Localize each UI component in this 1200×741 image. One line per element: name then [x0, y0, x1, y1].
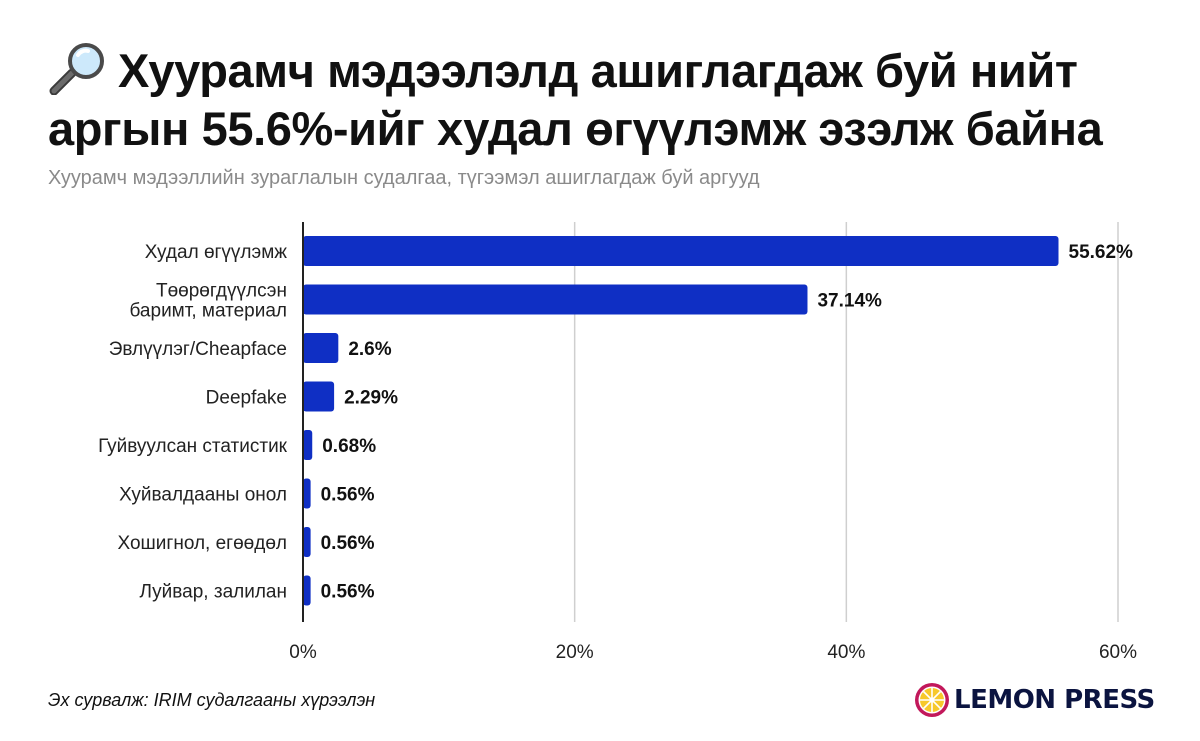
x-tick-label: 0%: [289, 642, 317, 663]
source-note: Эх сурвалж: IRIM судалгааны хүрээлэн: [48, 690, 376, 710]
category-label-line: Хошигнол, егөөдөл: [118, 533, 287, 554]
category-label: Deepfake: [206, 388, 287, 409]
magnifying-glass-icon: [49, 43, 104, 95]
brand-name: LEMON PRESS: [954, 685, 1155, 715]
category-label-line: Худал өгүүлэмж: [145, 242, 287, 263]
x-tick-label: 60%: [1099, 642, 1137, 663]
brand-logo: LEMON PRESS: [914, 680, 1155, 720]
subtitle: Хуурамч мэдээллийн зураглалын судалгаа, …: [48, 167, 760, 189]
category-label-line: Хуйвалдааны онол: [119, 485, 287, 506]
title-line-1: Хуурамч мэдээлэлд ашиглагдаж буй нийт: [48, 42, 1158, 100]
bar: [303, 575, 311, 606]
value-label: 2.29%: [344, 388, 398, 409]
bar: [303, 478, 311, 509]
value-label: 2.6%: [348, 339, 391, 360]
title-text-2: аргын 55.6%-ийг худал өгүүлэмж эзэлж бай…: [48, 102, 1103, 155]
category-label: Гуйвуулсан статистик: [98, 436, 288, 457]
value-label: 0.56%: [321, 582, 375, 603]
category-label-line: баримт, материал: [129, 301, 287, 322]
title-text-1: Хуурамч мэдээлэлд ашиглагдаж буй нийт: [118, 44, 1078, 97]
category-label: Төөрөгдүүлсэн баримт, материал: [129, 281, 287, 322]
category-label: Хуйвалдааны онол: [119, 485, 287, 506]
category-label: Худал өгүүлэмж: [145, 242, 287, 263]
category-label-line: Луйвар, залилан: [140, 582, 288, 603]
bar: [303, 430, 313, 460]
value-label: 55.62%: [1069, 242, 1134, 263]
category-label: Луйвар, залилан: [140, 582, 288, 603]
category-label-line: Төөрөгдүүлсэн: [156, 281, 287, 302]
bar: [303, 284, 808, 315]
lemon-slice-icon: [915, 683, 949, 717]
x-tick-label: 20%: [556, 642, 594, 663]
x-tick-label: 40%: [827, 642, 865, 663]
value-label: 0.68%: [322, 436, 376, 457]
category-label-line: Deepfake: [206, 388, 287, 409]
bar: [303, 333, 339, 363]
bar: [303, 527, 311, 557]
bar: [303, 381, 335, 412]
category-label-line: Эвлүүлэг/Cheapface: [109, 339, 287, 360]
category-label: Хошигнол, егөөдөл: [118, 533, 287, 554]
bar: [303, 236, 1059, 266]
value-label: 0.56%: [321, 485, 375, 506]
value-label: 0.56%: [321, 533, 375, 554]
value-label: 37.14%: [817, 291, 882, 312]
category-label-line: Гуйвуулсан статистик: [98, 436, 288, 457]
category-label: Эвлүүлэг/Cheapface: [109, 339, 287, 360]
page-title: Хуурамч мэдээлэлд ашиглагдаж буй нийт ар…: [48, 42, 1158, 158]
